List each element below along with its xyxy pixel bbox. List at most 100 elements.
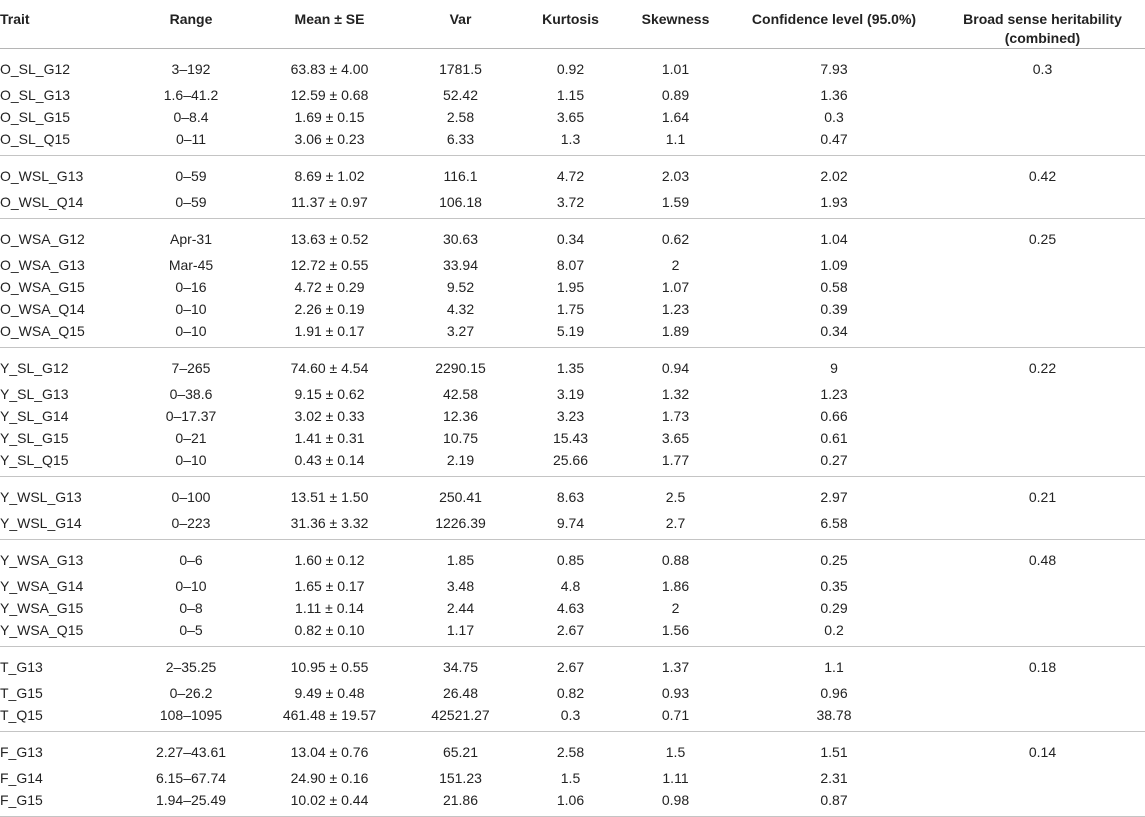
cell-range: 0–11: [175, 130, 207, 147]
cell-trait: Y_SL_G12: [0, 359, 69, 376]
cell-confidence: 0.39: [820, 300, 848, 317]
cell-confidence: 2.02: [820, 167, 848, 184]
cell-var: 2.44: [446, 599, 475, 616]
cell-heritability: [940, 320, 1145, 348]
cell-heritability: 0.48: [1028, 551, 1057, 568]
cell-range: 108–1095: [159, 706, 223, 723]
cell-confidence: 6.58: [820, 514, 848, 531]
cell-mean: 1.91 ± 0.17: [294, 322, 365, 339]
cell-skewness: 0.93: [661, 684, 690, 701]
cell-skewness: 0.88: [661, 551, 690, 568]
cell-range: Mar-45: [168, 256, 214, 273]
cell-range: 0–10: [175, 322, 207, 339]
table-row: O_WSA_G15 0–16 4.72 ± 0.29 9.52 1.95 1.07 0.58: [0, 276, 1145, 298]
cell-range: 0–10: [175, 451, 207, 468]
cell-kurtosis: 3.23: [556, 407, 585, 424]
cell-kurtosis: 0.85: [556, 551, 585, 568]
table-row: Y_SL_G12 7–265 74.60 ± 4.54 2290.15 1.35 0.94…: [0, 348, 1145, 383]
cell-kurtosis: 2.67: [556, 658, 585, 675]
cell-heritability: [940, 405, 1145, 427]
header-trait: Trait: [0, 0, 126, 49]
header-row: Trait Range Mean ± SE Var Kurtosis Skewn…: [0, 0, 1145, 49]
cell-trait: F_G14: [0, 769, 43, 786]
cell-mean: 12.72 ± 0.55: [290, 256, 369, 273]
cell-trait: O_WSA_G13: [0, 256, 85, 273]
table-row: O_SL_Q15 0–11 3.06 ± 0.23 6.33 1.3 1.1 0.47: [0, 128, 1145, 156]
cell-heritability: 0.21: [1028, 488, 1057, 505]
table-row: Y_WSA_G15 0–8 1.11 ± 0.14 2.44 4.63 2 0.29: [0, 597, 1145, 619]
table-row: T_G15 0–26.2 9.49 ± 0.48 26.48 0.82 0.93 0.96: [0, 682, 1145, 704]
table-row: O_WSA_Q15 0–10 1.91 ± 0.17 3.27 5.19 1.89 0.34: [0, 320, 1145, 348]
cell-confidence: 0.3: [824, 108, 844, 125]
table-row: T_G13 2–35.25 10.95 ± 0.55 34.75 2.67 1.37 1.1…: [0, 647, 1145, 682]
cell-mean: 0.43 ± 0.14: [294, 451, 365, 468]
cell-confidence: 0.27: [820, 451, 848, 468]
cell-var: 9.52: [446, 278, 475, 295]
cell-mean: 0.82 ± 0.10: [294, 621, 365, 638]
cell-range: 0–38.6: [169, 385, 213, 402]
cell-kurtosis: 1.5: [560, 769, 581, 786]
table-row: Y_WSL_G14 0–223 31.36 ± 3.32 1226.39 9.74 2.7…: [0, 512, 1145, 540]
header-heritability-line1: Broad sense heritability: [963, 11, 1122, 27]
cell-kurtosis: 5.19: [556, 322, 585, 339]
cell-heritability: [940, 276, 1145, 298]
cell-var: 3.27: [446, 322, 475, 339]
cell-skewness: 1.23: [661, 300, 690, 317]
cell-range: 0–100: [171, 488, 211, 505]
cell-confidence: 1.51: [820, 743, 848, 760]
cell-heritability: [940, 383, 1145, 405]
cell-kurtosis: 1.15: [556, 86, 585, 103]
table-row: Y_SL_G14 0–17.37 3.02 ± 0.33 12.36 3.23 1.73 0…: [0, 405, 1145, 427]
cell-skewness: 2: [671, 256, 680, 273]
cell-skewness: 0.62: [661, 230, 690, 247]
cell-confidence: 1.93: [820, 193, 848, 210]
cell-kurtosis: 3.65: [556, 108, 585, 125]
cell-range: 0–21: [175, 429, 207, 446]
header-mean-se: Mean ± SE: [256, 0, 403, 49]
cell-range: 7–265: [171, 359, 211, 376]
cell-skewness: 1.59: [661, 193, 690, 210]
cell-trait: O_SL_G13: [0, 86, 71, 103]
cell-kurtosis: 3.72: [556, 193, 585, 210]
cell-trait: F_G13: [0, 743, 43, 760]
table-row: O_SL_G15 0–8.4 1.69 ± 0.15 2.58 3.65 1.64 0.3: [0, 106, 1145, 128]
cell-kurtosis: 9.74: [556, 514, 585, 531]
cell-confidence: 0.2: [824, 621, 844, 638]
cell-confidence: 9: [830, 359, 838, 376]
cell-kurtosis: 15.43: [552, 429, 589, 446]
cell-trait: O_SL_G15: [0, 108, 71, 125]
cell-mean: 461.48 ± 19.57: [282, 706, 377, 723]
table-row: Y_WSA_Q15 0–5 0.82 ± 0.10 1.17 2.67 1.56 0.2: [0, 619, 1145, 647]
cell-var: 1.17: [446, 621, 475, 638]
cell-kurtosis: 0.34: [556, 230, 585, 247]
cell-mean: 31.36 ± 3.32: [290, 514, 369, 531]
table-row: T_Q15 108–1095 461.48 ± 19.57 42521.27 0.3 0.…: [0, 704, 1145, 732]
cell-mean: 3.02 ± 0.33: [294, 407, 365, 424]
cell-confidence: 1.23: [820, 385, 848, 402]
cell-trait: Y_WSA_G15: [0, 599, 84, 616]
table-row: Y_WSA_G13 0–6 1.60 ± 0.12 1.85 0.85 0.88 0.25 0…: [0, 540, 1145, 575]
cell-confidence: 0.96: [820, 684, 848, 701]
cell-trait: O_WSA_Q15: [0, 322, 85, 339]
table-header: Trait Range Mean ± SE Var Kurtosis Skewn…: [0, 0, 1145, 49]
cell-var: 116.1: [443, 167, 478, 184]
cell-mean: 12.59 ± 0.68: [290, 86, 369, 103]
cell-kurtosis: 2.67: [556, 621, 585, 638]
cell-kurtosis: 1.3: [560, 130, 581, 147]
cell-confidence: 1.36: [820, 86, 848, 103]
cell-kurtosis: 2.58: [556, 743, 585, 760]
cell-trait: T_G15: [0, 684, 43, 701]
cell-confidence: 0.66: [820, 407, 848, 424]
cell-heritability: [940, 449, 1145, 477]
cell-trait: Y_SL_G14: [0, 407, 69, 424]
cell-range: 0–223: [171, 514, 211, 531]
table-row: O_WSL_Q14 0–59 11.37 ± 0.97 106.18 3.72 1.59 1…: [0, 191, 1145, 219]
cell-mean: 74.60 ± 4.54: [290, 359, 369, 376]
cell-trait: Y_WSL_G14: [0, 514, 82, 531]
cell-heritability: [940, 575, 1145, 597]
cell-kurtosis: 1.95: [556, 278, 585, 295]
cell-skewness: 1.32: [661, 385, 690, 402]
cell-skewness: 1.64: [661, 108, 690, 125]
cell-mean: 1.41 ± 0.31: [294, 429, 365, 446]
cell-mean: 8.69 ± 1.02: [294, 167, 365, 184]
